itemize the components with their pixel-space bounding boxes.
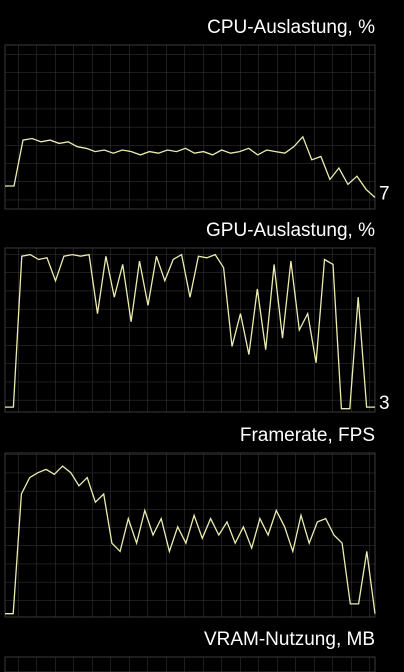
graph-grid (4, 656, 376, 672)
graph-line (5, 253, 375, 410)
graph-grid (4, 44, 376, 210)
graph-grid (4, 247, 376, 413)
graph-title: VRAM-Nutzung, MB (204, 629, 375, 650)
graph-title: GPU-Auslastung, % (206, 220, 375, 241)
current-value: 3 (379, 393, 390, 414)
graph-title: Framerate, FPS (240, 425, 375, 446)
graph-grid (4, 452, 376, 618)
graph-title: CPU-Auslastung, % (207, 17, 375, 38)
current-value: 7 (379, 184, 390, 205)
graph-line (5, 135, 376, 198)
graph-line (5, 465, 376, 615)
